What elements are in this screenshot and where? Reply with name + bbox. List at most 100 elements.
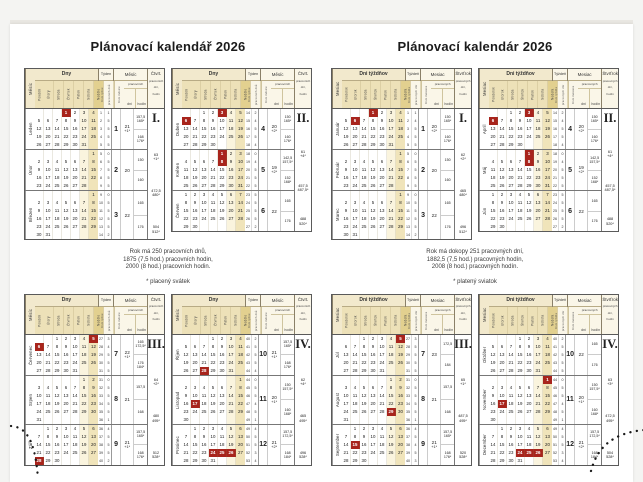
week-number: 43: [553, 358, 559, 367]
month-caption: Měsíc: [261, 295, 295, 307]
day-cell: [35, 191, 44, 199]
day-name-label: Pondělí: [37, 88, 42, 101]
month-workdays: 21: [428, 375, 442, 424]
day-cell: 4: [89, 109, 98, 117]
day-cell: 26: [498, 182, 507, 190]
day-cell: 13: [191, 350, 200, 359]
day-cell: [369, 415, 378, 424]
day-cell: 21: [516, 174, 525, 182]
day-cell: [89, 182, 98, 190]
day-cell: 8: [236, 383, 245, 392]
day-cell: 13: [182, 125, 191, 133]
day-cell: 27: [35, 366, 44, 375]
week-workdays: 2: [254, 225, 257, 229]
week-workdays: 5: [414, 393, 417, 398]
month-hours-group: 165 172,5*: [135, 340, 146, 349]
week-sub-label: pracovních dnů: [106, 81, 114, 108]
week-number: 29: [99, 350, 105, 359]
day-cell: 3: [351, 158, 360, 166]
week-workdays: 3: [414, 336, 417, 341]
day-cell: 26: [489, 366, 498, 375]
week-number: 9: [405, 182, 412, 190]
day-cell: 27: [498, 366, 507, 375]
quarter-table-slot-q1: Měsíc Dny Pondělí Úterý Středa Čtvrtek Pátek So…: [24, 68, 165, 240]
month-hours-group: 165: [284, 198, 291, 203]
day-cell: 19: [89, 350, 98, 359]
month-workdays: 19 +2*: [575, 150, 589, 190]
day-cell: 2: [62, 334, 71, 343]
week-number: 16: [553, 125, 559, 133]
working-days-label: dní: [127, 327, 132, 332]
week-workdays: 5: [254, 409, 257, 414]
day-cell: 2: [71, 109, 80, 117]
day-cell: 21: [387, 215, 396, 223]
week-number: 13: [406, 223, 412, 231]
week-sub-labels: číslo týždňa pracovných dní: [406, 306, 421, 334]
day-cell: 19: [360, 399, 369, 408]
week-number: 24: [553, 199, 559, 207]
week-numbers: 14 2 15 4 16 5 17 5 18 4: [552, 109, 566, 149]
day-cell: 22: [396, 215, 405, 223]
month-hours-group: 160 168*: [281, 399, 294, 424]
day-cell: 20: [218, 399, 227, 408]
day-name-row: Pondělí Úterý Středa Čtvrtek Pátek Sobota Nedě…: [35, 306, 104, 334]
day-cell: 26: [62, 182, 71, 190]
week-workdays: 5: [414, 225, 417, 229]
day-cell: 19: [62, 174, 71, 182]
holiday-day-cell: 5: [396, 334, 405, 343]
day-name-label: Pondělí: [184, 88, 189, 101]
day-cell: 13: [342, 350, 351, 359]
month-hours-group: 165: [444, 200, 451, 205]
week-workdays: 5: [254, 434, 257, 439]
month-workdays: 22: [268, 191, 282, 231]
day-cell: 24: [191, 407, 200, 416]
month-caption: Měsíc: [261, 69, 295, 81]
quarter-value-group: 488 520*: [299, 217, 307, 226]
day-name-label: Úterý: [191, 81, 201, 108]
day-cell: 14: [516, 166, 525, 174]
day-cell: 21: [44, 358, 53, 367]
month-name: Október: [479, 334, 489, 375]
week-workdays: 5: [254, 201, 257, 205]
day-cell: 19: [35, 133, 44, 141]
week-workdays: 5: [414, 168, 417, 172]
day-grid: 1 2 3 4 5 6 7 8 9 10 11 12 13 14 15 16 17 18 19 20 21 22 23 24 2…: [342, 375, 405, 424]
day-cell: 20: [89, 440, 98, 449]
day-cell: 20: [71, 215, 80, 223]
week-workdays: 5: [254, 442, 257, 447]
day-cell: 30: [53, 456, 62, 465]
day-cell: 14: [191, 125, 200, 133]
day-cell: 15: [209, 350, 218, 359]
day-cell: 15: [396, 207, 405, 215]
working-hours-label: hodín: [589, 89, 601, 108]
week-sub-label: číslo týždňa: [408, 86, 411, 103]
week-number: 28: [99, 342, 105, 351]
day-cell: 22: [209, 358, 218, 367]
quarter-header-line: dní,: [153, 85, 159, 89]
day-cell: [53, 231, 62, 239]
day-cell: 1: [507, 109, 516, 117]
day-cell: 11: [543, 342, 552, 351]
week-workdays: 5: [561, 168, 564, 172]
day-name-label: Sobota: [231, 81, 241, 108]
quarter-value-group: 64 +2*: [153, 378, 159, 387]
day-cell: 8: [62, 117, 71, 125]
day-cell: [351, 375, 360, 384]
week-number: 10: [406, 199, 412, 207]
day-cell: 16: [209, 125, 218, 133]
week-workdays: 2: [107, 233, 110, 237]
day-cell: 29: [80, 407, 89, 416]
week-number: 41: [553, 342, 559, 351]
day-cell: 24: [44, 182, 53, 190]
summary-line: 1882,5 (7,5 hod.) pracovných hodín,: [426, 256, 524, 263]
week-workdays: 1: [107, 417, 110, 422]
day-cell: 30: [89, 407, 98, 416]
top-tables-row: Měsíc Dny Pondělí Úterý Středa Čtvrtek Pátek So…: [20, 68, 316, 240]
day-cell: 28: [534, 407, 543, 416]
day-cell: 9: [191, 199, 200, 207]
month-name: Červenec: [25, 334, 35, 375]
days-caption: Dny: [35, 69, 98, 81]
quarter-header: Čtvrt. pracovních dní, hodin: [148, 294, 164, 334]
week-workdays: 5: [254, 352, 257, 357]
working-days-label: dní: [127, 102, 132, 106]
